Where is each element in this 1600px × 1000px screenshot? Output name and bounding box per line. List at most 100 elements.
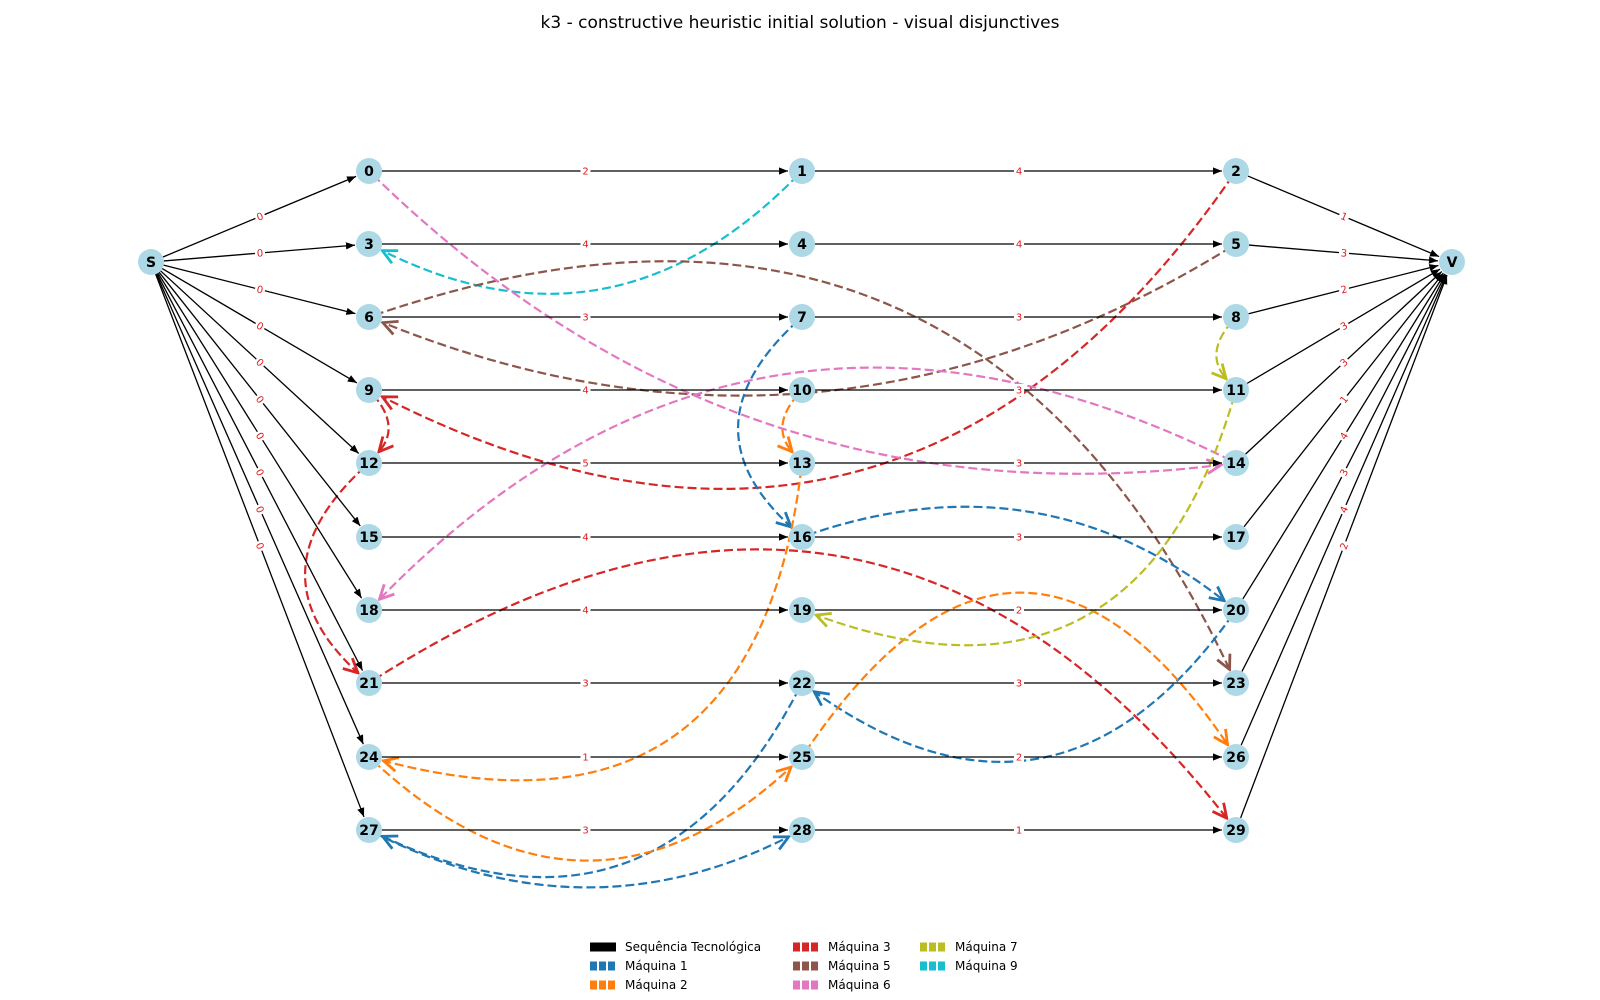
disjunctive-edge-m3-n9-n12	[372, 393, 389, 452]
node-23: 23	[1223, 670, 1249, 696]
edge-weight-S-n24: 0	[253, 505, 266, 515]
disjunctive-edge-m1-n7-n16	[737, 320, 799, 527]
node-circle	[789, 817, 815, 843]
node-circle	[356, 158, 382, 184]
edge-weight-background	[580, 531, 591, 543]
node-label: 4	[797, 237, 807, 253]
node-label: S	[146, 255, 156, 271]
edge-weight-n29-V: 2	[1339, 541, 1352, 551]
node-13: 13	[789, 450, 815, 476]
edge-weight-n18-n19: 4	[582, 606, 588, 617]
node-0: 0	[356, 158, 382, 184]
edge-weight-S-n18: 0	[253, 431, 266, 442]
node-label: 12	[359, 456, 378, 472]
node-11: 11	[1223, 377, 1249, 403]
disjunctive-edge-m1-n22-n27	[383, 687, 801, 879]
edge-weight-background	[1014, 384, 1024, 396]
node-circle	[1223, 597, 1249, 623]
edge-weight-S-n3: 0	[256, 248, 263, 259]
node-circle	[356, 744, 382, 770]
node-3: 3	[356, 231, 382, 257]
node-circle	[789, 744, 815, 770]
edge-weight-n16-n17: 3	[1016, 533, 1022, 544]
edge-weight-background	[252, 465, 268, 480]
node-circle	[356, 670, 382, 696]
edge-weight-background	[1336, 539, 1352, 553]
node-circle	[1223, 817, 1249, 843]
node-label: 21	[359, 676, 378, 692]
edge-weight-n20-V: 4	[1338, 431, 1351, 442]
edge-weight-S-n0: 0	[255, 211, 265, 224]
edge-weight-n27-n28: 3	[582, 826, 588, 837]
edge-weight-background	[1014, 604, 1024, 616]
edge-weight-background	[1014, 531, 1024, 543]
node-circle	[1223, 158, 1249, 184]
node-27: 27	[356, 817, 382, 843]
edge-weight-n2-V: 1	[1339, 211, 1349, 224]
edge-weight-S-n27: 0	[253, 541, 266, 551]
node-12: 12	[356, 450, 382, 476]
edge-weight-background	[580, 311, 591, 323]
legend-item-m5: Máquina 5	[793, 959, 891, 973]
edge-weight-n22-n23: 3	[1016, 679, 1022, 690]
edge-weight-background	[580, 238, 591, 250]
node-label: 24	[359, 750, 379, 766]
edge-weight-n9-n10: 4	[582, 386, 588, 397]
node-22: 22	[789, 670, 815, 696]
edge-weight-n3-n4: 4	[582, 240, 588, 251]
edge-weight-n8-V: 2	[1340, 284, 1349, 296]
disjunctive-edge-m1-n27-n28	[373, 831, 788, 889]
node-20: 20	[1223, 597, 1249, 623]
edge-weight-background	[1337, 209, 1351, 224]
node-28: 28	[789, 817, 815, 843]
edge-weight-n6-n7: 3	[582, 313, 588, 324]
node-label: 28	[792, 823, 811, 839]
node-16: 16	[789, 524, 815, 550]
node-circle	[1223, 670, 1249, 696]
edge-weight-background	[1014, 311, 1024, 323]
edge-weight-n0-n1: 2	[582, 167, 588, 178]
edge-weight-background	[1336, 502, 1352, 517]
edge-weight-background	[580, 604, 591, 616]
edge-weight-n12-n13: 5	[582, 459, 588, 470]
graph-title: k3 - constructive heuristic initial solu…	[541, 13, 1060, 33]
node-circle	[789, 524, 815, 550]
node-26: 26	[1223, 744, 1249, 770]
edge-weight-background	[580, 165, 591, 177]
edge-weight-n11-V: 3	[1339, 321, 1350, 334]
node-8: 8	[1223, 304, 1249, 330]
edge-weight-background	[1336, 465, 1352, 480]
disjunctive-edge-m9-n1-n3	[382, 174, 799, 295]
node-1: 1	[789, 158, 815, 184]
edge-weight-background	[252, 391, 268, 408]
node-label: 26	[1226, 750, 1245, 766]
node-label: 7	[797, 310, 807, 326]
edge-weight-background	[580, 384, 591, 396]
node-label: 6	[364, 310, 374, 326]
edge-weight-background	[1336, 391, 1352, 408]
edge-weight-background	[580, 677, 591, 689]
disjunctive-edge-m2-n13-n24	[384, 468, 803, 782]
edge-weight-background	[580, 751, 591, 763]
edge-weight-n21-n22: 3	[582, 679, 588, 690]
edge-weight-background	[252, 428, 268, 444]
node-circle	[789, 377, 815, 403]
node-circle	[1439, 249, 1465, 275]
legend-label: Sequência Tecnológica	[625, 940, 761, 954]
node-circle	[356, 817, 382, 843]
legend-item-m9: Máquina 9	[920, 959, 1018, 973]
disjunctive-edge-m2-n24-n25	[372, 760, 791, 862]
edge-weight-n24-n25: 1	[582, 753, 588, 764]
node-label: 5	[1231, 237, 1241, 253]
node-circle	[138, 249, 164, 275]
disjunctive-edge-m3-n12-n21	[304, 466, 366, 673]
legend-label: Máquina 7	[955, 940, 1018, 954]
node-circle	[789, 597, 815, 623]
node-5: 5	[1223, 231, 1249, 257]
legend-item-m1: Máquina 1	[590, 959, 688, 973]
node-label: 20	[1226, 603, 1246, 619]
node-circle	[356, 231, 382, 257]
node-circle	[789, 450, 815, 476]
node-18: 18	[356, 597, 382, 623]
node-circle	[789, 231, 815, 257]
